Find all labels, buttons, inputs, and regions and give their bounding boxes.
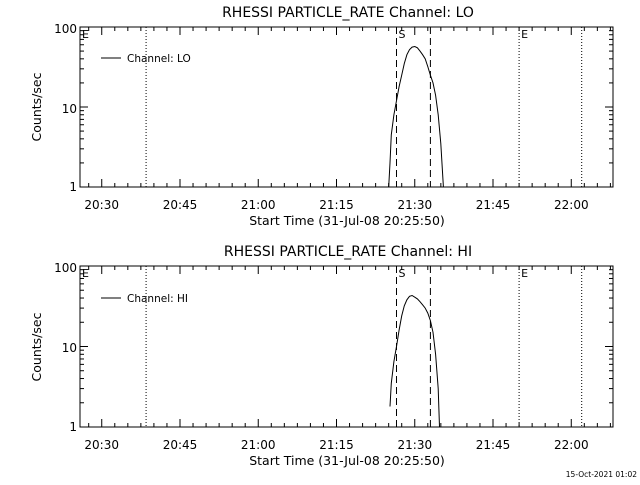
y-tick-label: 10 [62, 341, 77, 355]
legend-label: Channel: LO [127, 53, 191, 65]
x-tick-label: 20:30 [84, 198, 119, 212]
y-tick-label: 10 [62, 102, 77, 116]
marker-label: E [521, 28, 528, 41]
chart-title: RHESSI PARTICLE_RATE Channel: HI [224, 244, 472, 260]
y-tick-label: 1 [69, 180, 77, 194]
x-axis-label: Start Time (31-Jul-08 20:25:50) [249, 213, 445, 228]
marker-label: E [82, 267, 89, 280]
x-tick-label: 21:45 [476, 198, 511, 212]
y-tick-label: 100 [54, 22, 77, 36]
x-tick-label: 21:00 [241, 438, 276, 452]
event-markers: E S E [82, 27, 583, 187]
chart-panel-lo: RHESSI PARTICLE_RATE Channel: LO Counts/… [29, 5, 614, 228]
x-tick-label: 20:45 [163, 438, 198, 452]
marker-label: S [399, 267, 406, 280]
x-tick-label: 21:30 [398, 438, 433, 452]
x-tick-label: 22:00 [554, 198, 589, 212]
y-axis-label: Counts/sec [29, 72, 44, 141]
marker-label: S [399, 28, 406, 41]
x-tick-label: 20:45 [163, 198, 198, 212]
y-ticks: 100 10 1 [54, 261, 77, 434]
x-tick-label: 22:00 [554, 438, 589, 452]
x-ticks: 20:30 20:45 21:00 21:15 21:30 21:45 22:0… [84, 438, 588, 452]
y-ticks: 100 10 1 [54, 22, 77, 194]
timestamp: 15-Oct-2021 01:02 [566, 470, 637, 479]
marker-label: E [521, 267, 528, 280]
chart-panel-hi: RHESSI PARTICLE_RATE Channel: HI Counts/… [29, 244, 614, 468]
tick-marks [80, 265, 613, 428]
x-ticks: 20:30 20:45 21:00 21:15 21:30 21:45 22:0… [84, 198, 588, 212]
legend: Channel: LO [101, 53, 191, 65]
x-tick-label: 21:00 [241, 198, 276, 212]
y-axis-label: Counts/sec [29, 312, 44, 381]
x-axis-label: Start Time (31-Jul-08 20:25:50) [249, 453, 445, 468]
legend: Channel: HI [101, 293, 188, 305]
y-tick-label: 1 [69, 420, 77, 434]
x-tick-label: 21:30 [398, 198, 433, 212]
series-line [388, 45, 444, 188]
x-tick-label: 21:15 [319, 438, 354, 452]
x-tick-label: 21:15 [319, 198, 354, 212]
y-tick-label: 100 [54, 261, 77, 275]
marker-label: E [82, 28, 89, 41]
series-line [389, 294, 440, 428]
series-lines [389, 294, 440, 428]
series-lines [388, 45, 444, 188]
chart-title: RHESSI PARTICLE_RATE Channel: LO [222, 5, 474, 21]
x-tick-label: 20:30 [84, 438, 119, 452]
x-tick-label: 21:45 [476, 438, 511, 452]
legend-label: Channel: HI [127, 293, 188, 305]
